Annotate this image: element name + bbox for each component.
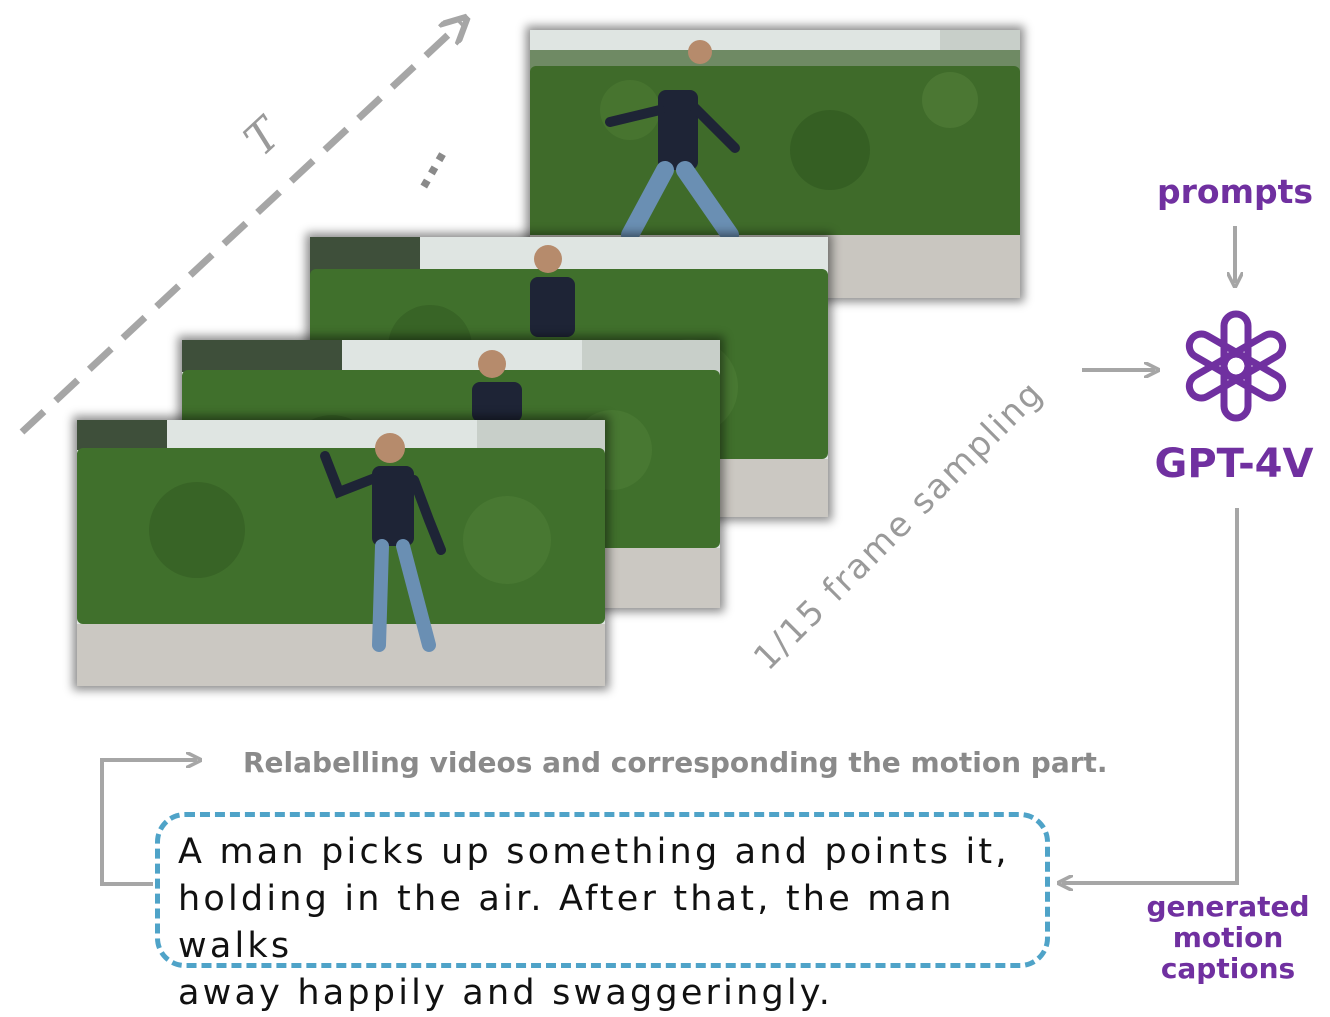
- output-label-line-2: motion: [1173, 921, 1284, 954]
- video-frame-1: [77, 420, 605, 686]
- openai-logo-icon: [1185, 314, 1287, 418]
- prompts-label: prompts: [1157, 172, 1313, 211]
- relabel-label: Relabelling videos and corresponding the…: [243, 746, 1108, 779]
- frames-ellipsis: ...: [394, 135, 457, 197]
- generated-caption-box: A man picks up something and points it, …: [155, 812, 1050, 968]
- output-label-line-3: captions: [1161, 952, 1295, 985]
- time-axis-label: T: [235, 106, 294, 166]
- output-label-line-1: generated: [1146, 890, 1309, 923]
- model-to-caption-arrow: [1062, 508, 1237, 883]
- model-label: GPT-4V: [1155, 441, 1314, 487]
- generated-caption-text: A man picks up something and points it, …: [178, 829, 1048, 1017]
